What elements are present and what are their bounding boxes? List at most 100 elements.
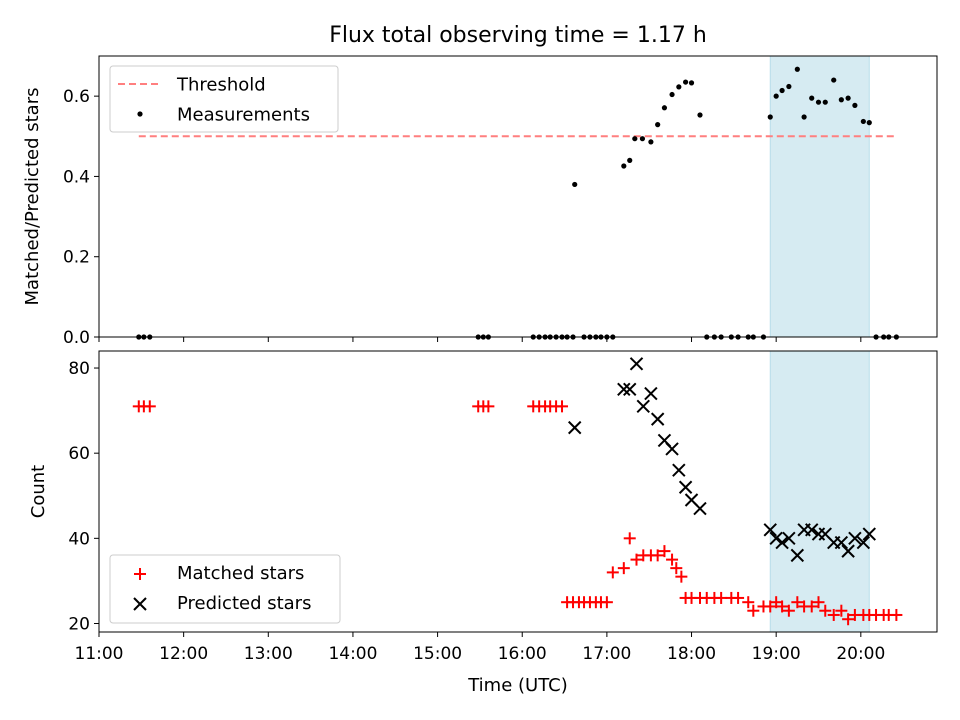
matched-star-point	[606, 566, 619, 579]
predicted-star-point	[650, 412, 665, 426]
legend-box-bottom	[109, 554, 341, 624]
predicted-star-point	[672, 463, 686, 477]
matched-star-point	[842, 613, 855, 626]
legend-box-top	[109, 65, 339, 133]
highlight-span-rect	[769, 55, 870, 338]
y-tick-label: 0.2	[63, 248, 90, 268]
measurement-point	[676, 84, 682, 90]
matched-star-point	[747, 604, 760, 617]
measurement-point	[809, 95, 815, 101]
y-tick-label: 0.0	[63, 328, 90, 348]
matched-star-point	[827, 608, 840, 621]
top-panel: 0.0 0.2 0.4 0.6 Flux total observing time =…	[22, 23, 938, 348]
y-tick-label: 40	[68, 529, 90, 549]
measurement-point	[767, 114, 773, 120]
measurement-point	[786, 83, 792, 90]
measurement-point	[815, 99, 822, 105]
x-tick-label: 15:00	[413, 644, 462, 664]
legend-top: Threshold Measurements	[109, 65, 339, 133]
highlight-span-top	[769, 55, 870, 338]
predicted-star-point	[782, 531, 796, 546]
matched-stars-points	[132, 400, 903, 626]
x-tick-label: 19:00	[752, 644, 801, 664]
predicted-star-point	[568, 420, 582, 435]
y-tick-label: 80	[68, 359, 90, 379]
predicted-star-point	[848, 531, 862, 546]
legend-predicted-swatch	[133, 597, 147, 611]
measurement-point	[831, 77, 837, 83]
y-tick-label: 20	[68, 614, 90, 634]
measurement-point	[655, 122, 661, 128]
predicted-star-point	[805, 523, 819, 537]
legend-matched-label: Matched stars	[177, 563, 304, 584]
matched-star-point	[835, 604, 848, 617]
y-ticks-bottom: 20 40 60 80	[68, 359, 99, 634]
matched-star-point	[651, 549, 664, 562]
matched-star-point	[617, 562, 630, 575]
matched-star-point	[143, 400, 156, 413]
matched-star-point	[675, 570, 688, 583]
matched-star-point	[776, 600, 789, 613]
matched-star-point	[666, 553, 679, 566]
legend-measurements-label: Measurements	[177, 105, 310, 126]
measurement-point	[845, 95, 851, 101]
legend-threshold-label: Threshold	[176, 75, 266, 96]
predicted-star-point	[769, 531, 783, 546]
y-axis-label-bottom: Count	[28, 465, 49, 518]
measurement-point	[794, 66, 800, 72]
predicted-star-point	[665, 442, 679, 456]
measurement-point	[866, 120, 872, 126]
y-axis-label-top: Matched/Predicted stars	[22, 88, 43, 306]
matched-star-point	[732, 591, 745, 604]
matched-star-point	[812, 596, 825, 609]
predicted-star-point	[693, 501, 707, 516]
x-tick-label: 16:00	[498, 644, 547, 664]
measurement-point	[838, 97, 844, 103]
matched-star-point	[805, 600, 818, 613]
predicted-star-point	[678, 480, 693, 494]
x-ticks-top	[98, 337, 862, 342]
legend-bottom: Matched stars Predicted stars	[109, 554, 341, 624]
measurement-point	[683, 79, 689, 85]
measurement-point	[860, 118, 866, 125]
matched-star-point	[630, 553, 643, 566]
measurement-point	[779, 87, 785, 94]
predicted-star-point	[834, 535, 849, 550]
predicted-star-point	[617, 382, 631, 397]
measurement-point	[648, 139, 654, 145]
axes-frame-bottom	[98, 350, 938, 633]
chart-title: Flux total observing time = 1.17 h	[329, 23, 707, 48]
x-axis-label: Time (UTC)	[467, 675, 568, 696]
matched-star-point	[715, 591, 728, 604]
measurement-point	[852, 102, 858, 108]
matched-star-point	[658, 545, 671, 558]
x-ticks-bottom: 11:00 12:00 13:00 14:00 15:00 16:00 17:00 18:00…	[75, 632, 885, 664]
y-tick-label: 60	[68, 444, 90, 464]
measurement-point	[572, 181, 578, 188]
predicted-stars-points	[568, 357, 876, 563]
y-tick-label: 0.6	[63, 87, 90, 107]
matched-star-point	[556, 400, 569, 413]
predicted-star-point	[841, 544, 855, 558]
predicted-star-point	[636, 399, 650, 414]
measurement-point	[627, 157, 633, 163]
predicted-star-point	[763, 523, 777, 537]
measurement-point	[773, 93, 779, 99]
matched-star-point	[890, 608, 903, 621]
measurement-point	[661, 105, 668, 111]
measurement-point	[822, 99, 828, 105]
x-tick-label: 14:00	[328, 644, 377, 664]
measurement-point	[669, 91, 675, 98]
axes-frame-top	[98, 55, 938, 338]
legend-matched-swatch	[134, 568, 146, 580]
matched-star-point	[782, 604, 795, 617]
x-tick-label: 11:00	[75, 644, 124, 664]
predicted-star-point	[775, 535, 789, 550]
predicted-star-point	[644, 386, 658, 401]
matched-star-point	[623, 532, 636, 545]
measurement-point	[688, 80, 695, 86]
matched-star-point	[742, 596, 755, 609]
matched-star-point	[600, 596, 613, 609]
highlight-span-rect	[769, 350, 870, 633]
